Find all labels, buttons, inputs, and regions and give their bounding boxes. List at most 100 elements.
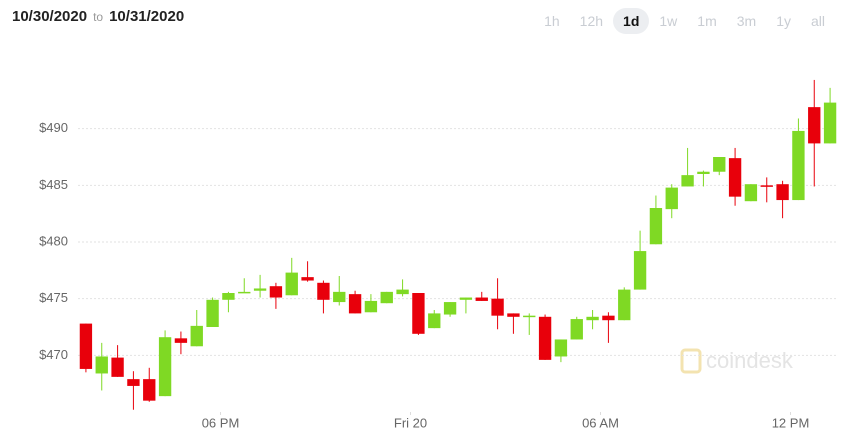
candle-body [443,302,457,315]
candle-body [649,208,663,245]
candle [808,79,821,187]
candle-body [776,184,789,201]
candle [253,274,267,298]
candle [364,294,378,313]
candle [127,371,140,410]
candle-body [143,379,156,401]
candle-body [206,299,219,327]
date-from: 10/30/2020 [12,8,88,25]
candle-body [238,291,251,294]
candle-body [301,277,314,281]
candle-body [475,297,488,301]
candle [143,367,156,402]
range-button[interactable]: 1w [659,13,678,29]
candle-body [190,325,203,347]
candle [412,293,425,335]
candle-body [570,319,583,340]
candle [713,157,726,176]
candle-body [713,157,726,172]
candle [269,282,283,309]
candle [190,310,203,347]
candle-body [396,289,409,295]
candle-body [681,175,694,187]
candle-body [158,337,172,397]
candle [158,330,172,397]
watermark: coindesk [706,348,794,373]
candle [633,230,647,290]
candle [697,170,710,187]
range-button[interactable]: all [810,13,825,29]
range-button[interactable]: 3m [736,13,757,29]
candle [649,195,663,245]
date-range: 10/30/2020 to 10/31/2020 [12,8,184,25]
candle-body [665,187,678,210]
candle [333,276,346,306]
y-tick-label: $470 [39,347,68,362]
range-button[interactable]: 1m [697,13,717,29]
candle [792,118,805,201]
candle [586,310,599,330]
range-buttons: 1h 12h 1d 1w 1m 3m 1y all [534,8,835,34]
candle [491,278,504,330]
range-button[interactable]: 1d [613,8,650,34]
candle [238,278,251,294]
candle [602,312,615,343]
candle [443,302,457,317]
date-to-label: to [93,10,104,24]
candle-body [554,339,568,357]
date-to: 10/31/2020 [109,8,185,25]
candle [79,323,93,373]
range-button[interactable]: 1y [776,13,791,29]
range-button[interactable]: 1h [544,13,560,29]
candle [618,287,631,321]
candle-body [633,251,647,290]
candle-body [586,316,599,321]
y-tick-label: $475 [39,290,68,305]
candle-body [127,379,140,386]
candle-body [618,289,631,321]
x-tick-label: Fri 20 [394,415,427,430]
candle [285,257,298,296]
x-tick-label: 12 PM [772,415,810,430]
candle-body [285,272,298,296]
candle-body [364,300,378,313]
candle [396,279,409,297]
candle [570,316,583,340]
candle [823,87,837,144]
candle-body [697,171,710,174]
candle-body [507,313,520,317]
candle-body [538,316,552,360]
candle-body [428,313,441,329]
candle [317,280,330,314]
candle-body [222,293,235,300]
candle [111,345,124,377]
candle [665,184,678,219]
candle [760,177,773,203]
candle-body [728,158,742,197]
candle-body [459,297,473,300]
candle-body [79,323,93,369]
y-tick-label: $490 [39,120,68,135]
candle [538,314,552,360]
watermark-logo: coindesk [680,348,794,374]
candle-body [348,294,362,314]
candle-body [523,315,536,318]
candle [728,147,742,206]
y-tick-label: $485 [39,177,68,192]
candle [681,147,694,187]
x-tick-label: 06 AM [582,415,619,430]
candle-body [317,282,330,300]
candle [475,291,488,301]
candle-body [174,338,188,343]
candle [744,184,758,202]
candle [380,291,393,304]
candle [523,313,536,335]
candle-body [808,107,821,144]
y-tick-label: $480 [39,233,68,248]
candle-body [792,130,805,201]
candle-body [111,357,124,377]
candle [174,331,188,355]
range-button[interactable]: 12h [579,13,604,29]
candle [428,310,441,329]
